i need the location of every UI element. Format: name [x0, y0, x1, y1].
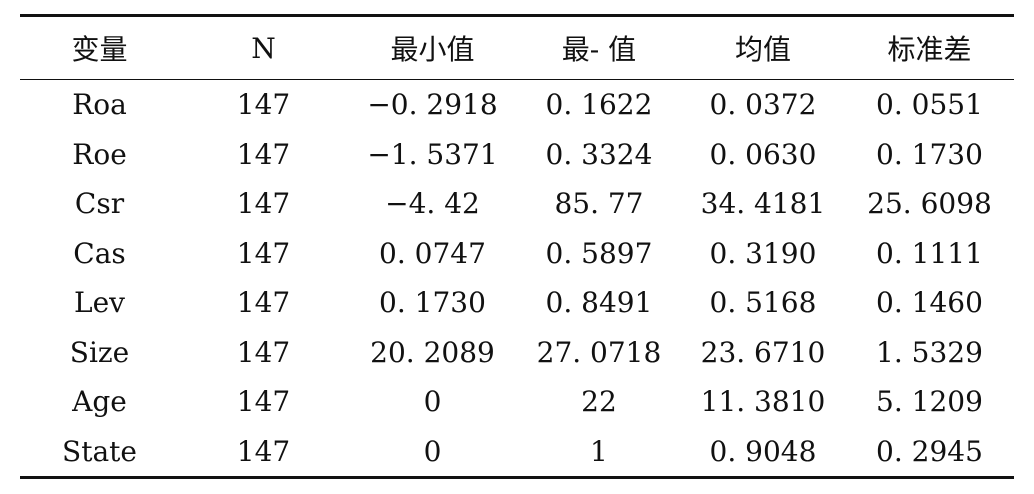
cell-variable: Roe — [72, 137, 127, 171]
cell-min: 20. 2089 — [370, 335, 495, 369]
cell-variable: Cas — [73, 236, 126, 270]
table-row: Size 147 20. 2089 27. 0718 23. 6710 1. 5… — [20, 328, 1014, 378]
cell-mean: 0. 0372 — [709, 88, 817, 122]
cell-min: −0. 2918 — [367, 88, 498, 122]
table-row: Cas 147 0. 0747 0. 5897 0. 3190 0. 1111 — [20, 229, 1014, 279]
statistics-table-container: 变量 N 最小值 最- 值 均值 标准差 Roa 147 −0. 2918 0.… — [20, 14, 1014, 479]
cell-min: −4. 42 — [385, 187, 480, 221]
header-min: 最小值 — [390, 33, 475, 66]
table-row: State 147 0 1 0. 9048 0. 2945 — [20, 427, 1014, 478]
header-mean: 均值 — [734, 33, 791, 66]
table-row: Roa 147 −0. 2918 0. 1622 0. 0372 0. 0551 — [20, 80, 1014, 130]
cell-variable: Roa — [72, 88, 127, 122]
cell-mean: 34. 4181 — [700, 187, 826, 221]
cell-max: 0. 3324 — [545, 137, 653, 171]
cell-n: 147 — [236, 434, 291, 468]
cell-min: 0. 0747 — [379, 236, 486, 270]
cell-std: 0. 1460 — [876, 286, 983, 320]
cell-min: 0. 1730 — [379, 286, 486, 320]
cell-max: 22 — [581, 385, 617, 419]
header-std: 标准差 — [887, 33, 972, 66]
cell-variable: Lev — [74, 286, 125, 320]
cell-min: 0 — [423, 434, 442, 468]
table-row: Roe 147 −1. 5371 0. 3324 0. 0630 0. 1730 — [20, 130, 1014, 180]
header-variable: 变量 — [71, 33, 128, 66]
cell-n: 147 — [236, 286, 291, 320]
cell-n: 147 — [236, 335, 291, 369]
cell-std: 0. 1111 — [876, 236, 983, 270]
cell-variable: Age — [72, 385, 127, 419]
cell-max: 85. 77 — [554, 187, 644, 221]
table-row: Age 147 0 22 11. 3810 5. 1209 — [20, 377, 1014, 427]
cell-n: 147 — [236, 137, 291, 171]
cell-mean: 0. 5168 — [709, 286, 817, 320]
cell-mean: 0. 3190 — [709, 236, 817, 270]
cell-variable: State — [62, 434, 137, 468]
cell-std: 0. 1730 — [876, 137, 983, 171]
table-row: Csr 147 −4. 42 85. 77 34. 4181 25. 6098 — [20, 179, 1014, 229]
cell-variable: Csr — [74, 187, 125, 221]
cell-n: 147 — [236, 187, 291, 221]
header-row: 变量 N 最小值 最- 值 均值 标准差 — [20, 15, 1014, 80]
cell-std: 0. 2945 — [876, 434, 983, 468]
cell-max: 1 — [590, 434, 608, 468]
table-header: 变量 N 最小值 最- 值 均值 标准差 — [20, 15, 1014, 80]
cell-min: −1. 5371 — [367, 137, 498, 171]
descriptive-statistics-table: 变量 N 最小值 最- 值 均值 标准差 Roa 147 −0. 2918 0.… — [20, 14, 1014, 479]
cell-std: 25. 6098 — [867, 187, 992, 221]
table-body: Roa 147 −0. 2918 0. 1622 0. 0372 0. 0551… — [20, 80, 1014, 478]
cell-mean: 0. 9048 — [709, 434, 817, 468]
table-row: Lev 147 0. 1730 0. 8491 0. 5168 0. 1460 — [20, 278, 1014, 328]
header-n: N — [251, 31, 276, 65]
cell-std: 1. 5329 — [876, 335, 983, 369]
header-max: 最- 值 — [561, 33, 637, 66]
cell-max: 0. 5897 — [545, 236, 653, 270]
cell-min: 0 — [423, 385, 442, 419]
cell-mean: 11. 3810 — [700, 385, 826, 419]
cell-n: 147 — [236, 88, 291, 122]
cell-mean: 23. 6710 — [700, 335, 826, 369]
cell-n: 147 — [236, 236, 291, 270]
cell-std: 0. 0551 — [876, 88, 983, 122]
cell-n: 147 — [236, 385, 291, 419]
cell-max: 0. 1622 — [545, 88, 653, 122]
cell-variable: Size — [69, 335, 130, 369]
cell-max: 0. 8491 — [545, 286, 653, 320]
cell-max: 27. 0718 — [536, 335, 662, 369]
cell-std: 5. 1209 — [876, 385, 983, 419]
cell-mean: 0. 0630 — [709, 137, 817, 171]
